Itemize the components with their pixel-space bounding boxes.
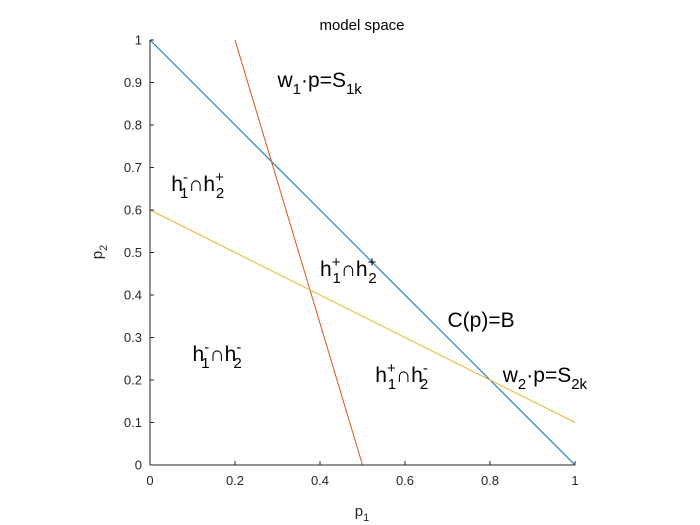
y-tick-label: 0.3 [124, 330, 142, 345]
annotations-layer: w1·p=S1k h-1∩h+ 2 h+ 1∩h+ 2 C(p)=B h-1∩h-2 h+ 1∩h… [171, 69, 587, 393]
x-tick-label: 0.6 [396, 473, 414, 488]
x-tick-label: 0.2 [226, 473, 244, 488]
chart-title: model space [319, 17, 404, 34]
series-line-2 [234, 39, 363, 466]
y-axis-title: p2 [89, 245, 110, 259]
x-tick-label: 0 [146, 473, 153, 488]
y-tick-label: 0.5 [124, 245, 142, 260]
series-line-3 [149, 209, 576, 423]
series-layer [149, 39, 576, 466]
annotation-4: C(p)=B [448, 309, 515, 332]
y-tick-label: 0.2 [124, 373, 142, 388]
y-tick-label: 0 [135, 458, 142, 473]
annotation-5: h-1∩h-2 [193, 339, 242, 372]
annotation-2: h-1∩h+ 2 [171, 169, 224, 202]
y-axis-title-sub: 2 [98, 245, 110, 251]
annotation-3: h+ 1∩h+ 2 [320, 254, 377, 287]
y-tick-label: 0.6 [124, 203, 142, 218]
y-axis-title-base: p [89, 251, 106, 259]
x-tick-label: 1 [571, 473, 578, 488]
y-tick-label: 0.9 [124, 75, 142, 90]
y-tick-label: 0.4 [124, 288, 142, 303]
x-tick-label: 0.4 [311, 473, 329, 488]
x-tick-label: 0.8 [481, 473, 499, 488]
series-line-1 [149, 39, 576, 466]
y-tick-label: 0.7 [124, 160, 142, 175]
y-tick-label: 0.1 [124, 415, 142, 430]
x-axis-title-sub: 1 [363, 512, 369, 524]
annotation-1: w1·p=S1k [277, 69, 363, 98]
annotation-6: h+ 1∩h-2 [375, 360, 428, 393]
y-tick-label: 0.8 [124, 118, 142, 133]
y-tick-label: 1 [135, 33, 142, 48]
x-axis-title-base: p [355, 503, 363, 520]
x-axis-title: p1 [355, 503, 369, 524]
axes-layer: 0 0.2 0.4 0.6 0.8 1 0 0.1 0.2 0.3 0.4 0.5 0.6 0.7 0.8 0… [124, 33, 579, 489]
annotation-7: w2·p=S2k [502, 364, 588, 393]
